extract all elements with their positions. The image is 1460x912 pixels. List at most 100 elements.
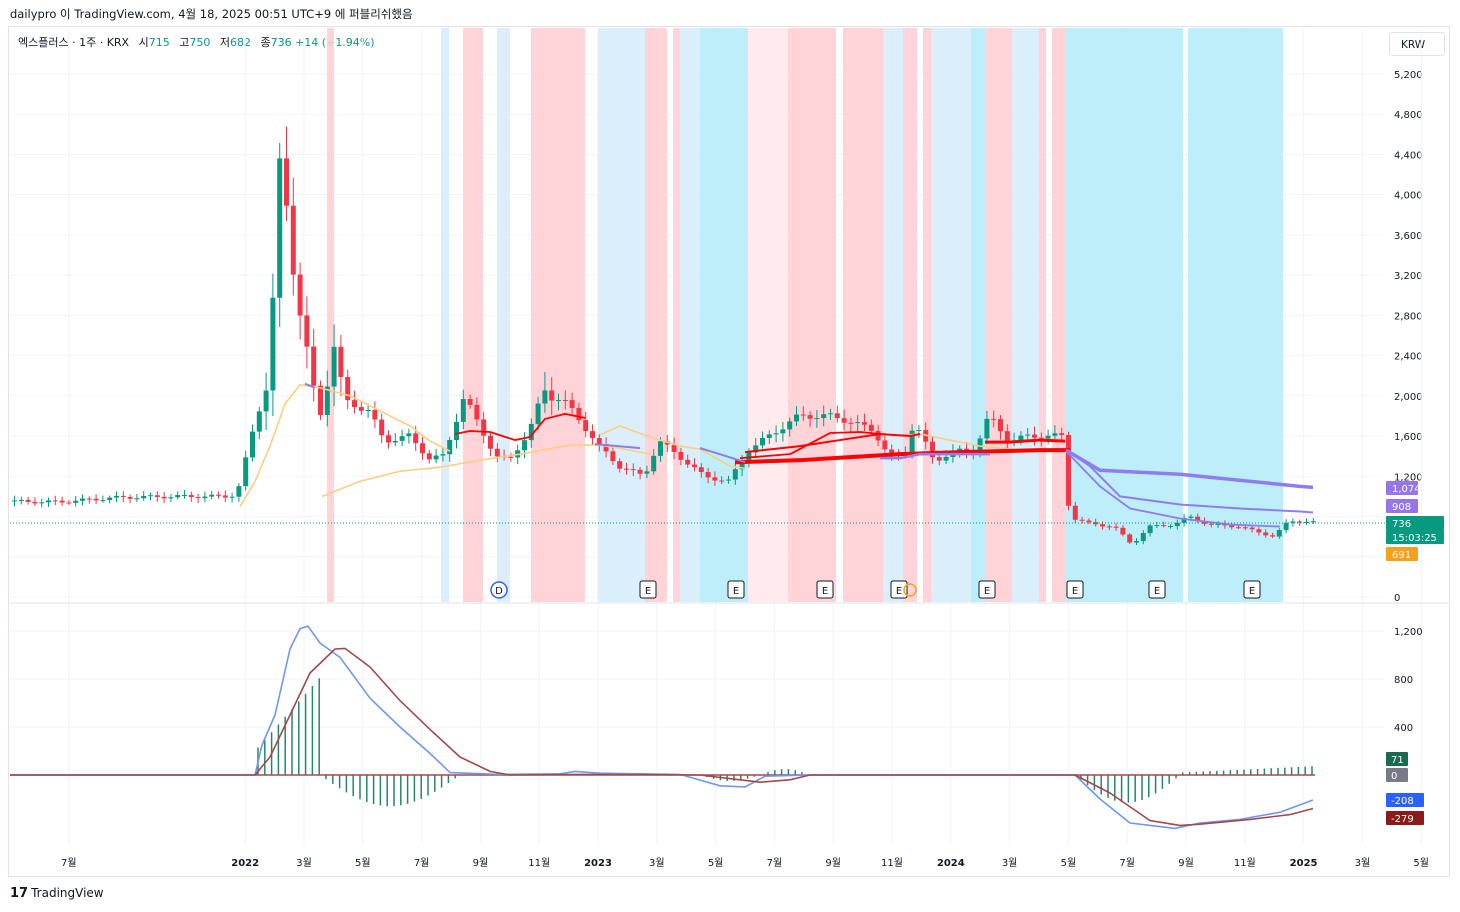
- time-tick-label: 11월: [1234, 857, 1256, 869]
- candle-body: [1188, 516, 1194, 518]
- candle-body: [610, 451, 616, 462]
- macd-label-text: 0: [1391, 771, 1397, 782]
- regime-band: [985, 28, 1012, 602]
- candle-body: [726, 479, 731, 481]
- candle-body: [889, 449, 895, 454]
- time-tick-label: 2024: [937, 858, 965, 869]
- candle-body: [399, 436, 405, 441]
- candle-body: [1208, 523, 1214, 525]
- earnings-marker-icon[interactable]: [639, 580, 657, 599]
- candle-body: [1154, 525, 1160, 527]
- regime-band: [1039, 28, 1046, 602]
- candle-body: [460, 399, 466, 422]
- earnings-marker-icon[interactable]: [1066, 580, 1084, 599]
- candle-body: [413, 433, 419, 444]
- candle-body: [86, 498, 92, 500]
- candle-body: [855, 422, 861, 424]
- price-label-badge: [1386, 516, 1444, 530]
- candle-body: [188, 495, 194, 498]
- price-tick-label: 4,400: [1394, 150, 1423, 161]
- candle-body: [522, 440, 527, 451]
- regime-band: [971, 28, 985, 602]
- candle-body: [39, 502, 45, 504]
- candle-body: [508, 456, 514, 458]
- candle-body: [569, 400, 575, 408]
- time-tick-label: 3월: [1002, 857, 1018, 869]
- candle-body: [542, 390, 548, 404]
- candle-body: [875, 430, 881, 441]
- candle-body: [25, 500, 31, 502]
- candle-body: [1113, 526, 1119, 528]
- dividend-marker-label: D: [495, 586, 503, 597]
- candle-body: [182, 495, 187, 497]
- candle-body: [467, 399, 473, 405]
- candle-body: [114, 495, 119, 498]
- candle-body: [882, 440, 888, 450]
- footer-brand[interactable]: 17 TradingView: [10, 886, 104, 901]
- candle-body: [957, 448, 963, 451]
- earnings-marker-icon[interactable]: [816, 580, 834, 599]
- candle-body: [365, 410, 371, 412]
- candle-body: [590, 431, 595, 439]
- candle-body: [481, 419, 487, 436]
- candle-body: [250, 431, 255, 458]
- candle-body: [746, 452, 752, 461]
- candle-body: [766, 434, 772, 438]
- candle-body: [318, 385, 323, 415]
- candle-body: [1310, 521, 1316, 523]
- candle-body: [794, 414, 799, 422]
- price-label-text: 908: [1392, 502, 1411, 513]
- candle-body: [263, 390, 269, 412]
- tradingview-brand-text: TradingView: [31, 886, 104, 900]
- price-tick-label: 3,200: [1394, 271, 1423, 282]
- candle-body: [651, 455, 657, 472]
- split-marker-icon: [903, 583, 917, 597]
- macd-signal-line: [10, 647, 1314, 827]
- legend-symbol[interactable]: 엑스플러스 · 1주 · KRX: [18, 36, 130, 49]
- ma-line-red: [739, 431, 881, 460]
- candle-body: [447, 439, 453, 455]
- candle-body: [338, 346, 344, 377]
- candle-body: [637, 469, 643, 474]
- candle-body: [760, 437, 765, 446]
- candle-body: [392, 440, 398, 443]
- regime-band: [883, 28, 903, 602]
- candle-body: [556, 400, 561, 402]
- price-label-text: 1,074: [1392, 484, 1421, 495]
- regime-band: [748, 28, 788, 602]
- candle-body: [107, 497, 113, 501]
- regime-band: [680, 28, 700, 602]
- earnings-marker-icon[interactable]: [1148, 580, 1166, 599]
- candle-body: [229, 496, 235, 498]
- candle-body: [1242, 527, 1248, 529]
- candle-body: [209, 494, 215, 497]
- legend-open: 715: [148, 36, 170, 49]
- earnings-marker-icon[interactable]: [890, 580, 908, 599]
- time-tick-label: 2023: [584, 858, 612, 869]
- earnings-marker-icon[interactable]: [727, 580, 745, 599]
- candle-body: [1059, 433, 1065, 435]
- candle-body: [998, 419, 1003, 432]
- ma-line-purple: [1065, 449, 1314, 514]
- candle-body: [284, 158, 289, 206]
- dividend-marker-icon[interactable]: [490, 581, 508, 599]
- candle-body: [630, 469, 636, 471]
- currency-button[interactable]: KRW: [1389, 32, 1445, 56]
- candle-body: [331, 346, 337, 387]
- price-label-badge: [1386, 499, 1418, 513]
- price-tick-label: 1,600: [1394, 432, 1423, 443]
- time-tick-label: 3월: [649, 857, 665, 869]
- regime-band: [1188, 28, 1283, 602]
- candle-body: [916, 430, 922, 432]
- candle-body: [406, 433, 412, 437]
- candle-body: [18, 500, 24, 502]
- earnings-marker-icon[interactable]: [1243, 580, 1261, 599]
- regime-band: [903, 28, 917, 602]
- candle-body: [1066, 434, 1071, 506]
- candle-body: [1270, 535, 1275, 537]
- candle-body: [297, 274, 303, 316]
- time-tick-label: 7월: [414, 857, 430, 869]
- time-tick-label: 11월: [528, 857, 550, 869]
- earnings-marker-icon[interactable]: [978, 580, 996, 599]
